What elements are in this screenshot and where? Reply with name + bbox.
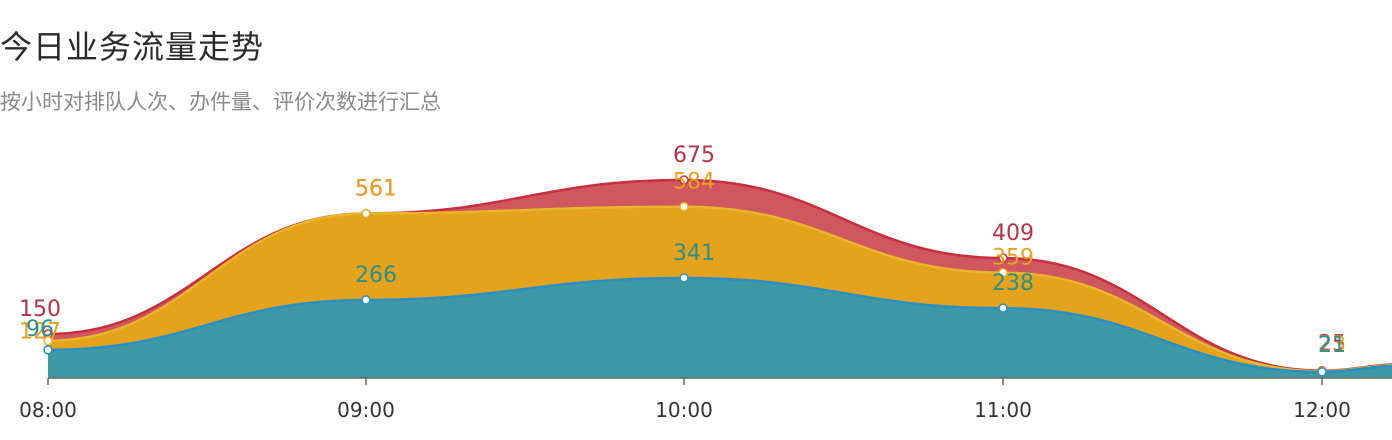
data-point[interactable] [998, 253, 1008, 263]
data-point[interactable] [1317, 367, 1327, 377]
series-line-1 [47, 205, 1392, 373]
data-point[interactable] [43, 345, 53, 355]
x-tick-label: 09:00 [337, 398, 395, 422]
data-label: 25 [1318, 332, 1346, 357]
data-label: 561 [355, 176, 397, 201]
data-point[interactable] [679, 175, 689, 185]
series-line-2 [47, 276, 1392, 374]
x-tick-label: 11:00 [974, 398, 1032, 422]
chart-subtitle: 按小时对排队人次、办件量、评价次数进行汇总 [0, 90, 441, 114]
data-label: 266 [355, 263, 397, 288]
data-label: 561 [355, 176, 397, 201]
data-point[interactable] [998, 267, 1008, 278]
data-label: 584 [673, 170, 715, 195]
chart-title: 今日业务流量走势 [0, 28, 265, 66]
data-point[interactable] [361, 208, 371, 219]
data-label: 23 [1318, 332, 1346, 357]
data-label: 409 [992, 221, 1034, 246]
data-label: 127 [19, 320, 61, 345]
data-label: 21 [1318, 333, 1346, 358]
data-label: 341 [673, 241, 715, 266]
data-label: 238 [992, 271, 1034, 296]
x-tick-label: 08:00 [19, 398, 77, 422]
x-tick-label: 10:00 [655, 398, 713, 422]
series-area-2 [48, 277, 1392, 378]
data-point[interactable] [361, 295, 371, 305]
data-label: 675 [673, 143, 715, 168]
x-tick-label: 12:00 [1293, 398, 1351, 422]
data-point[interactable] [998, 303, 1008, 313]
data-point[interactable] [679, 273, 689, 283]
data-label: 150 [19, 297, 61, 322]
data-label: 96 [26, 317, 54, 342]
data-point[interactable] [679, 201, 689, 212]
data-point[interactable] [43, 335, 53, 346]
data-label: 359 [992, 246, 1034, 271]
